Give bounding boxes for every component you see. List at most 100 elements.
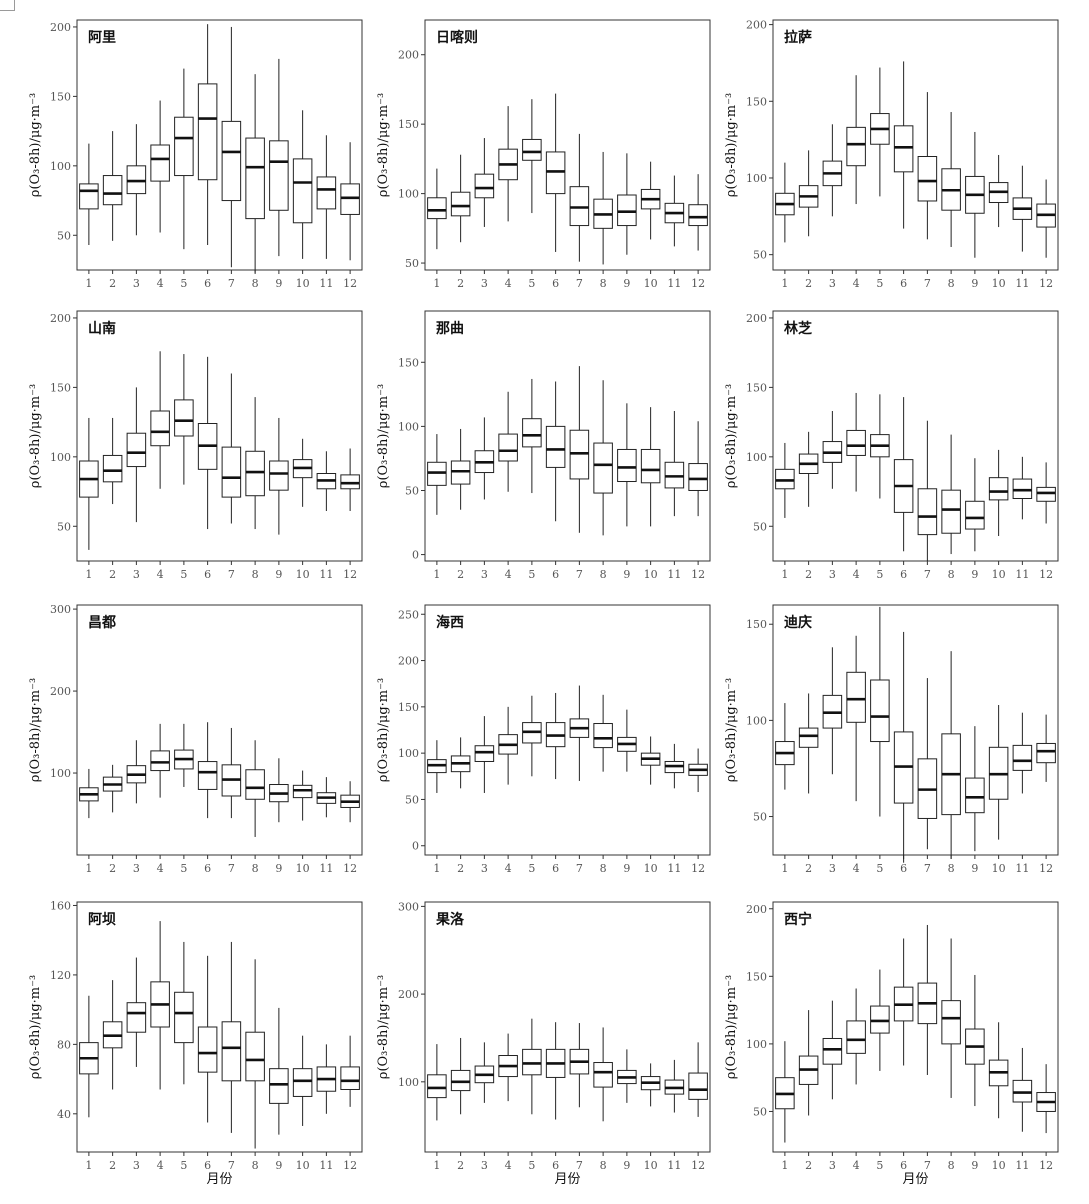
box-month-4 <box>150 100 170 233</box>
box-month-12 <box>688 174 708 251</box>
iqr-box <box>688 463 708 491</box>
x-tick-label: 8 <box>252 1159 259 1172</box>
x-tick-label: 3 <box>481 568 488 581</box>
iqr-box <box>640 448 661 484</box>
iqr-box <box>846 429 866 456</box>
x-tick-label: 7 <box>576 862 583 875</box>
box-month-3 <box>822 124 843 217</box>
box-month-8 <box>245 74 265 273</box>
y-axis-label: ρ(O₃-8h)/μg·m⁻³ <box>376 384 391 488</box>
y-tick-label: 150 <box>746 970 767 983</box>
y-tick-label: 200 <box>398 655 419 668</box>
x-tick-label: 4 <box>853 277 860 290</box>
box-month-2 <box>450 737 471 789</box>
y-tick-label: 100 <box>398 1076 419 1089</box>
x-tick-label: 11 <box>319 862 333 875</box>
iqr-box <box>126 1002 147 1033</box>
iqr-box <box>617 194 637 227</box>
iqr-box <box>545 425 566 468</box>
box-month-8 <box>941 651 961 859</box>
y-tick-label: 300 <box>50 603 71 616</box>
x-tick-label: 1 <box>433 277 440 290</box>
box-month-9 <box>269 417 289 535</box>
x-tick-label: 10 <box>644 862 658 875</box>
box-month-10 <box>292 770 313 821</box>
box-month-10 <box>640 736 661 785</box>
box-month-3 <box>822 647 843 775</box>
iqr-box <box>988 477 1009 501</box>
x-tick-label: 10 <box>644 568 658 581</box>
x-tick-label: 7 <box>924 862 931 875</box>
y-tick-label: 150 <box>746 95 767 108</box>
x-tick-label: 11 <box>1015 862 1029 875</box>
box-month-3 <box>474 417 495 500</box>
iqr-box <box>245 450 265 497</box>
iqr-box <box>569 186 590 227</box>
box-month-10 <box>988 449 1009 536</box>
x-tick-label: 8 <box>600 277 607 290</box>
iqr-box <box>870 679 890 743</box>
x-tick-label: 8 <box>252 568 259 581</box>
y-tick-label: 150 <box>50 90 71 103</box>
iqr-box <box>174 991 194 1044</box>
x-tick-label: 5 <box>180 1159 187 1172</box>
box-month-3 <box>822 1000 843 1100</box>
box-month-8 <box>593 1027 613 1122</box>
box-month-8 <box>941 434 961 555</box>
y-tick-label: 50 <box>753 811 767 824</box>
iqr-box <box>450 191 471 217</box>
y-axis-label: ρ(O₃-8h)/μg·m⁻³ <box>28 93 43 197</box>
iqr-box <box>126 165 147 195</box>
box-month-10 <box>640 161 661 240</box>
x-tick-label: 3 <box>829 1159 836 1172</box>
x-tick-label: 8 <box>948 1159 955 1172</box>
box-month-9 <box>617 403 637 527</box>
x-tick-label: 4 <box>505 1159 512 1172</box>
x-tick-label: 7 <box>924 1159 931 1172</box>
iqr-box <box>340 1066 360 1090</box>
iqr-box <box>498 433 518 462</box>
y-tick-label: 150 <box>746 381 767 394</box>
box-month-12 <box>340 1035 360 1107</box>
x-tick-label: 3 <box>133 568 140 581</box>
x-tick-label: 11 <box>667 568 681 581</box>
plot-frame <box>76 604 363 856</box>
box-month-8 <box>941 938 961 1098</box>
x-tick-label: 12 <box>1039 862 1053 875</box>
x-tick-label: 6 <box>552 1159 559 1172</box>
iqr-box <box>102 454 123 483</box>
iqr-box <box>269 140 289 211</box>
box-month-4 <box>846 635 866 802</box>
iqr-box <box>822 1037 843 1065</box>
box-month-4 <box>846 392 866 492</box>
x-tick-label: 12 <box>343 1159 357 1172</box>
box-month-4 <box>498 106 518 222</box>
iqr-box <box>316 176 337 210</box>
box-month-6 <box>545 1022 566 1120</box>
box-month-1 <box>427 168 447 250</box>
plot-frame <box>424 604 711 856</box>
iqr-box <box>269 1068 289 1104</box>
box-month-12 <box>1036 179 1056 258</box>
iqr-box <box>688 1072 708 1100</box>
y-tick-label: 0 <box>412 840 419 853</box>
box-month-2 <box>798 1010 819 1116</box>
x-tick-label: 1 <box>433 1159 440 1172</box>
y-tick-label: 300 <box>398 900 419 913</box>
box-month-9 <box>965 458 985 552</box>
x-tick-label: 2 <box>109 277 116 290</box>
x-tick-label: 8 <box>948 862 955 875</box>
x-tick-label: 2 <box>109 862 116 875</box>
iqr-box <box>893 125 914 173</box>
plot-frame <box>772 901 1059 1153</box>
iqr-box <box>340 183 360 215</box>
box-month-10 <box>988 705 1009 840</box>
x-tick-label: 6 <box>900 277 907 290</box>
box-month-11 <box>316 1044 337 1114</box>
iqr-box <box>79 183 99 210</box>
iqr-box <box>197 83 218 181</box>
x-tick-label: 9 <box>623 862 630 875</box>
x-tick-label: 10 <box>644 277 658 290</box>
x-tick-label: 5 <box>180 277 187 290</box>
